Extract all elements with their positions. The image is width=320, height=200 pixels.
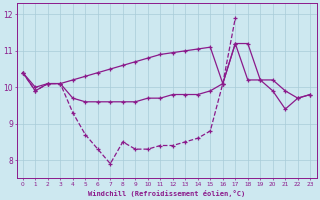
X-axis label: Windchill (Refroidissement éolien,°C): Windchill (Refroidissement éolien,°C) — [88, 190, 245, 197]
